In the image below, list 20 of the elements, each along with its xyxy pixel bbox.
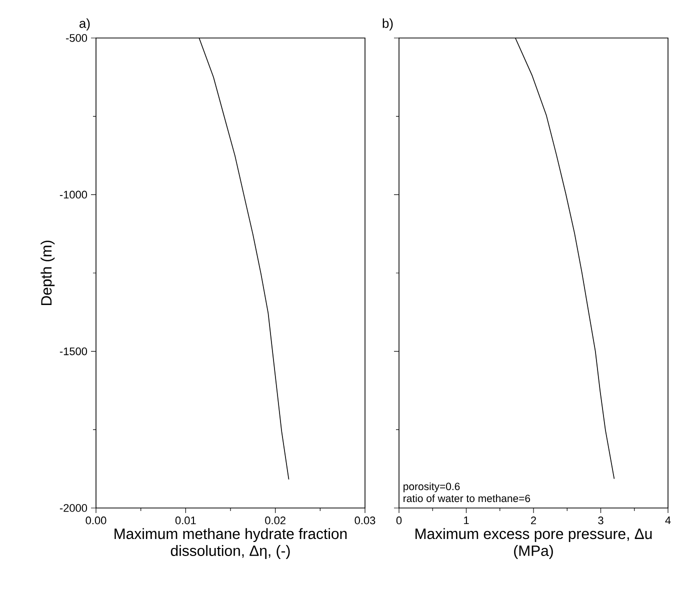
y-tick-label: -2000	[60, 504, 88, 512]
x-tick-label: 0.02	[265, 516, 286, 524]
x-tick-label: 0.00	[86, 516, 106, 524]
x-axis-title: Maximum excess pore pressure, Δu (MPa)	[416, 528, 652, 559]
x-tick-label: 3	[598, 516, 604, 524]
y-axis-title: Depth (m)	[40, 240, 55, 305]
x-tick-label: 4	[665, 516, 671, 524]
y-tick-label: -500	[66, 34, 88, 42]
chart-title: b)	[382, 18, 393, 31]
annotation: porosity=0.6	[404, 482, 460, 492]
x-tick-label: 1	[464, 516, 469, 524]
x-tick-label: 0.01	[175, 516, 196, 524]
y-tick-label: -1500	[60, 347, 88, 356]
chart-title: a)	[80, 18, 90, 31]
x-tick-label: 0.03	[354, 516, 376, 524]
y-tick-label: -1000	[60, 190, 88, 199]
x-tick-label: 2	[531, 516, 536, 524]
x-axis-title: Maximum methane hydrate fraction dissolution, Δη, (-)	[114, 528, 347, 559]
x-tick-label: 0	[396, 516, 402, 524]
annotation: ratio of water to methane=6	[404, 494, 530, 502]
